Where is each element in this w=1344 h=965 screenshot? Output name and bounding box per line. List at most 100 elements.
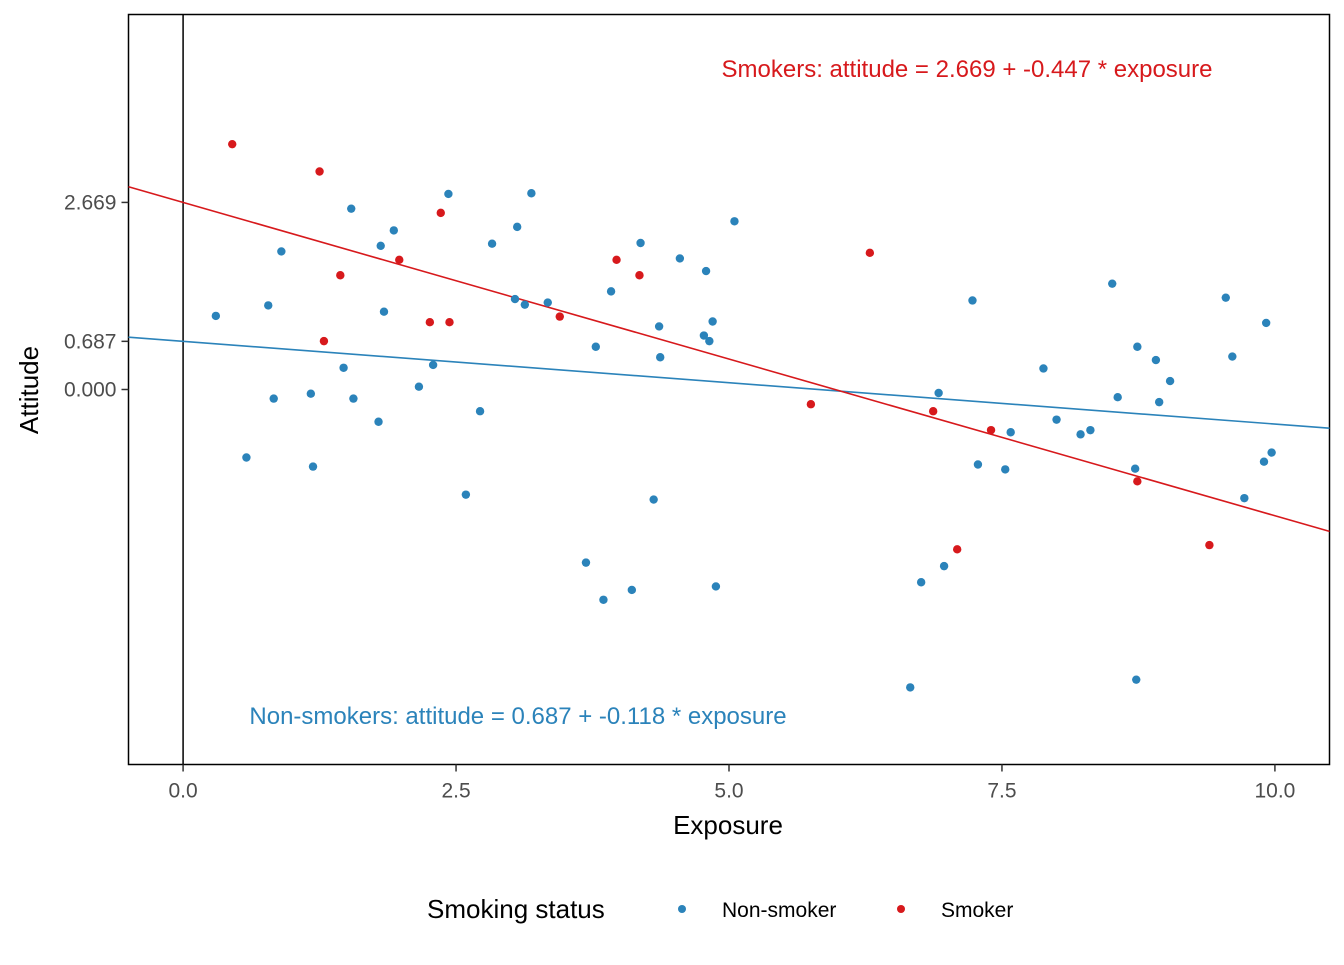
point-non-smoker: [939, 561, 949, 571]
y-tick-label: 0.687: [64, 330, 117, 353]
point-non-smoker: [347, 204, 356, 213]
point-non-smoker: [1133, 342, 1142, 351]
point-non-smoker: [510, 294, 520, 304]
point-smoker: [228, 139, 237, 149]
point-non-smoker: [1267, 448, 1276, 457]
point-non-smoker: [1132, 675, 1141, 684]
point-non-smoker: [414, 382, 424, 391]
point-non-smoker: [654, 322, 664, 331]
legend-label-smoker: Smoker: [941, 899, 1013, 922]
x-axis-title: Exposure: [673, 810, 783, 840]
point-non-smoker: [1240, 493, 1249, 503]
point-non-smoker: [543, 298, 552, 307]
point-non-smoker: [1259, 457, 1269, 466]
point-smoker: [395, 255, 404, 265]
point-smoker: [425, 318, 435, 327]
x-axis-ticks: 0.0 2.5 5.0 7.5 10.0: [168, 764, 1295, 803]
point-non-smoker: [973, 460, 983, 469]
non-smokers-equation-annotation: Non-smokers: attitude = 0.687 + -0.118 *…: [249, 703, 786, 730]
panel-border: [127, 13, 1331, 766]
y-tick-label: 0.000: [64, 379, 117, 402]
point-non-smoker: [581, 558, 591, 567]
point-non-smoker: [1151, 355, 1161, 365]
point-non-smoker: [916, 578, 926, 587]
point-non-smoker: [699, 331, 709, 340]
point-non-smoker: [675, 254, 685, 263]
y-tick-label: 2.669: [64, 191, 117, 214]
point-smoker: [635, 271, 644, 280]
legend-key-smoker: [897, 905, 905, 913]
point-non-smoker: [1086, 425, 1095, 435]
y-axis-title: Attitude: [14, 346, 44, 434]
point-non-smoker: [269, 394, 278, 403]
point-smoker: [319, 336, 329, 346]
point-non-smoker: [1154, 397, 1164, 407]
x-tick-label: 5.0: [714, 780, 743, 803]
point-non-smoker: [512, 222, 522, 232]
point-non-smoker: [606, 287, 616, 296]
legend: Smoking status Non-smoker Smoker: [427, 894, 1013, 924]
point-non-smoker: [968, 296, 977, 305]
point-non-smoker: [520, 300, 530, 309]
point-non-smoker: [1221, 293, 1230, 302]
point-smoker: [315, 167, 324, 176]
point-non-smoker: [487, 239, 497, 248]
point-non-smoker: [649, 495, 658, 504]
point-smoker: [436, 208, 445, 218]
point-smoker: [445, 318, 454, 327]
point-smoker: [865, 248, 875, 258]
fit-line-non-smoker: [128, 336, 1330, 429]
point-non-smoker: [211, 311, 221, 321]
y-axis-ticks: 0.000 0.687 2.669: [64, 191, 129, 402]
point-non-smoker: [1108, 279, 1117, 288]
point-non-smoker: [308, 462, 318, 471]
x-tick-label: 2.5: [441, 780, 470, 803]
point-non-smoker: [1113, 393, 1122, 402]
point-non-smoker: [591, 342, 600, 351]
point-non-smoker: [1130, 464, 1140, 473]
point-non-smoker: [349, 394, 358, 403]
point-smoker: [555, 312, 564, 321]
point-non-smoker: [1001, 465, 1010, 474]
point-non-smoker: [701, 266, 711, 276]
point-non-smoker: [1261, 318, 1271, 328]
point-non-smoker: [1228, 352, 1237, 361]
point-non-smoker: [636, 238, 645, 248]
x-tick-label: 0.0: [168, 780, 197, 803]
point-smoker: [612, 255, 621, 265]
point-non-smoker: [527, 189, 536, 198]
point-non-smoker: [374, 417, 383, 426]
point-non-smoker: [444, 189, 453, 199]
x-tick-label: 7.5: [987, 780, 1016, 803]
point-non-smoker: [339, 363, 348, 372]
point-non-smoker: [1006, 428, 1015, 437]
point-smoker: [986, 425, 996, 435]
point-non-smoker: [306, 389, 316, 398]
fit-line-smoker: [128, 185, 1330, 533]
point-non-smoker: [1076, 430, 1085, 439]
data-points: [211, 139, 1276, 692]
point-non-smoker: [599, 595, 608, 604]
point-smoker: [1205, 540, 1214, 550]
point-non-smoker: [264, 301, 273, 310]
point-non-smoker: [627, 585, 637, 595]
point-non-smoker: [428, 360, 438, 370]
x-tick-label: 10.0: [1254, 780, 1295, 803]
point-non-smoker: [708, 317, 717, 326]
point-non-smoker: [1165, 376, 1175, 386]
point-smoker: [336, 271, 345, 280]
point-non-smoker: [711, 582, 721, 591]
point-non-smoker: [277, 247, 286, 256]
legend-label-non-smoker: Non-smoker: [722, 899, 836, 922]
point-non-smoker: [1052, 415, 1061, 424]
legend-key-non-smoker: [678, 905, 686, 913]
regression-lines: [128, 185, 1330, 533]
point-non-smoker: [730, 217, 739, 226]
point-non-smoker: [705, 336, 714, 346]
point-smoker: [952, 545, 962, 554]
point-non-smoker: [1039, 364, 1048, 373]
point-non-smoker: [934, 388, 943, 398]
point-non-smoker: [376, 241, 385, 251]
